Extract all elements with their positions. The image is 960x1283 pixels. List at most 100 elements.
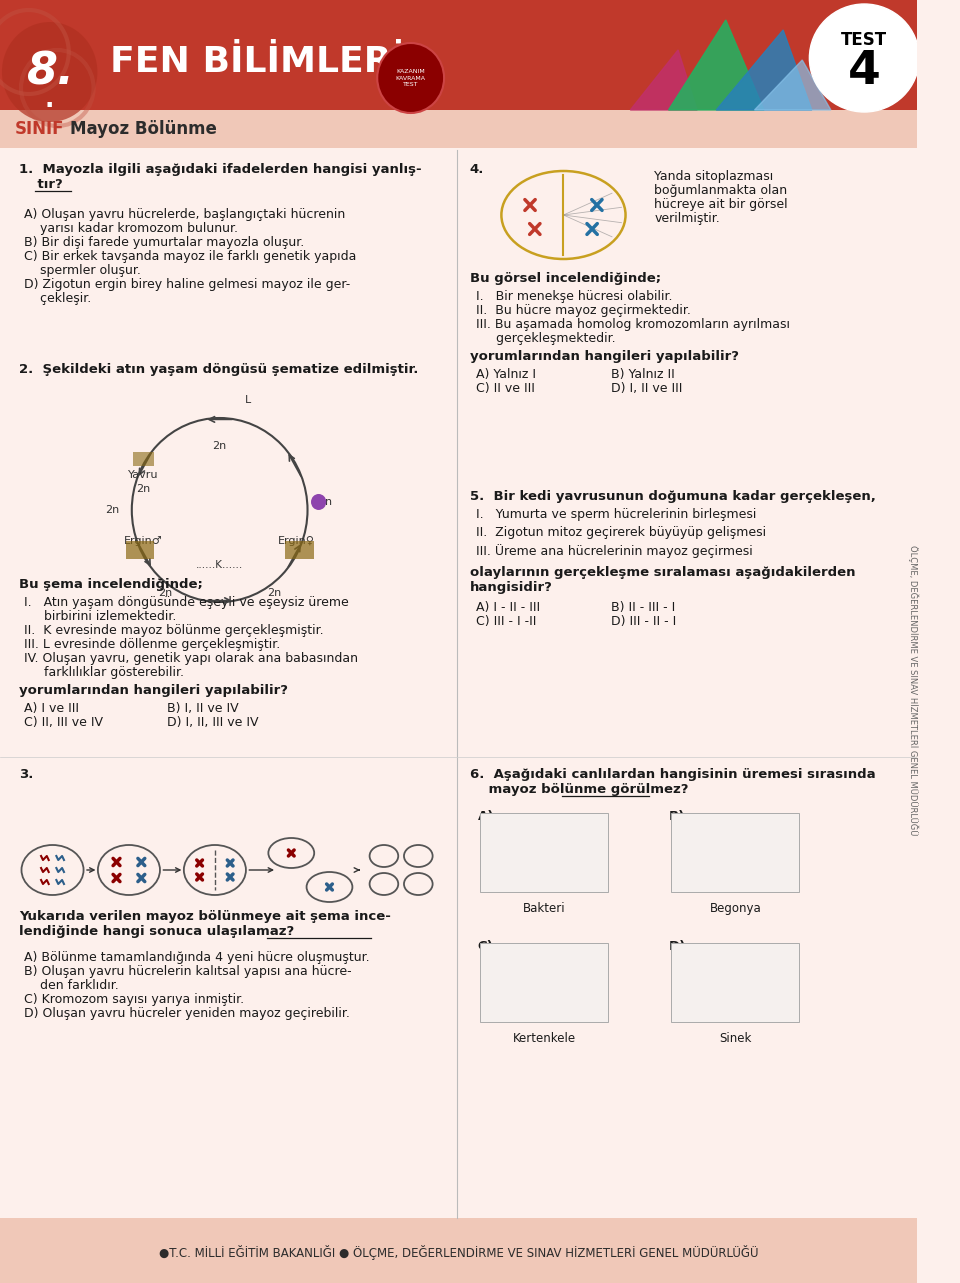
Text: Ergin♀: Ergin♀ <box>278 536 315 545</box>
Text: A) Yalnız I: A) Yalnız I <box>475 368 536 381</box>
Text: D) I, II ve III: D) I, II ve III <box>612 382 683 395</box>
Text: 2n: 2n <box>267 589 281 598</box>
Text: SINIF: SINIF <box>14 121 63 139</box>
Ellipse shape <box>809 4 920 112</box>
Text: C) III - I -II: C) III - I -II <box>475 615 536 627</box>
Text: IV. Oluşan yavru, genetik yapı olarak ana babasından: IV. Oluşan yavru, genetik yapı olarak an… <box>24 652 358 665</box>
Text: spermler oluşur.: spermler oluşur. <box>24 264 141 277</box>
Text: D) Oluşan yavru hücreler yeniden mayoz geçirebilir.: D) Oluşan yavru hücreler yeniden mayoz g… <box>24 1007 349 1020</box>
Text: yorumlarından hangileri yapılabilir?: yorumlarından hangileri yapılabilir? <box>19 684 288 697</box>
FancyBboxPatch shape <box>0 0 917 110</box>
Text: ●T.C. MİLLİ EĞİTİM BAKANLIĞI ● ÖLÇME, DEĞERLENDİRME VE SINAV HİZMETLERİ GENEL MÜ: ●T.C. MİLLİ EĞİTİM BAKANLIĞI ● ÖLÇME, DE… <box>158 1246 758 1260</box>
Circle shape <box>2 22 97 122</box>
Text: A) Oluşan yavru hücrelerde, başlangıçtaki hücrenin: A) Oluşan yavru hücrelerde, başlangıçtak… <box>24 208 346 221</box>
FancyBboxPatch shape <box>0 110 917 148</box>
Text: Begonya: Begonya <box>709 902 761 915</box>
Text: A) Bölünme tamamlandığında 4 yeni hücre oluşmuştur.: A) Bölünme tamamlandığında 4 yeni hücre … <box>24 951 370 964</box>
FancyBboxPatch shape <box>133 452 155 466</box>
Polygon shape <box>716 30 812 110</box>
Text: III. L evresinde döllenme gerçekleşmiştir.: III. L evresinde döllenme gerçekleşmişti… <box>24 638 280 650</box>
Text: I.   Yumurta ve sperm hücrelerinin birleşmesi: I. Yumurta ve sperm hücrelerinin birleşm… <box>475 508 756 521</box>
Text: FEN BİLİMLERİ: FEN BİLİMLERİ <box>110 45 405 80</box>
Text: B) Yalnız II: B) Yalnız II <box>612 368 675 381</box>
Polygon shape <box>755 60 830 110</box>
Text: TEST: TEST <box>841 31 887 49</box>
Text: n: n <box>324 497 332 507</box>
Text: ÖLÇME, DEĞERLENDİRME VE SINAV HİZMETLERİ GENEL MÜDÜRLÜĞÜ: ÖLÇME, DEĞERLENDİRME VE SINAV HİZMETLERİ… <box>908 545 919 835</box>
Text: Bu şema incelendiğinde;: Bu şema incelendiğinde; <box>19 579 203 591</box>
Text: 3.: 3. <box>19 769 34 781</box>
Text: II.  K evresinde mayoz bölünme gerçekleşmiştir.: II. K evresinde mayoz bölünme gerçekleşm… <box>24 624 324 636</box>
FancyBboxPatch shape <box>0 148 917 1218</box>
Text: B) Oluşan yavru hücrelerin kalıtsal yapısı ana hücre-: B) Oluşan yavru hücrelerin kalıtsal yapı… <box>24 965 351 978</box>
Text: I.   Bir menekşe hücresi olabilir.: I. Bir menekşe hücresi olabilir. <box>475 290 672 303</box>
Text: B) I, II ve IV: B) I, II ve IV <box>167 702 239 715</box>
Text: olaylarının gerçekleşme sıralaması aşağıdakilerden: olaylarının gerçekleşme sıralaması aşağı… <box>469 566 855 579</box>
Text: mayoz bölünme görülmez?: mayoz bölünme görülmez? <box>469 783 688 795</box>
Circle shape <box>377 44 444 113</box>
Text: B): B) <box>668 810 684 822</box>
Text: D) Zigotun ergin birey haline gelmesi mayoz ile ger-: D) Zigotun ergin birey haline gelmesi ma… <box>24 278 350 291</box>
Text: KAZANIM
KAVRAMA
TEST: KAZANIM KAVRAMA TEST <box>396 69 425 87</box>
Text: Kertenkele: Kertenkele <box>513 1032 576 1044</box>
Text: Bu görsel incelendiğinde;: Bu görsel incelendiğinde; <box>469 272 661 285</box>
Text: 2n: 2n <box>106 506 120 514</box>
Text: C) II ve III: C) II ve III <box>475 382 535 395</box>
Text: hücreye ait bir görsel: hücreye ait bir görsel <box>654 198 788 210</box>
Text: C) II, III ve IV: C) II, III ve IV <box>24 716 103 729</box>
Text: Yanda sitoplazması: Yanda sitoplazması <box>654 171 774 183</box>
Text: ......K......: ......K...... <box>196 561 243 570</box>
Text: verilmiştir.: verilmiştir. <box>654 212 720 225</box>
Text: 2n: 2n <box>212 440 227 450</box>
Text: 6.  Aşağıdaki canlılardan hangisinin üremesi sırasında: 6. Aşağıdaki canlılardan hangisinin ürem… <box>469 769 876 781</box>
Text: D) III - II - I: D) III - II - I <box>612 615 677 627</box>
Text: B) II - III - I: B) II - III - I <box>612 600 676 615</box>
Text: birbirini izlemektedir.: birbirini izlemektedir. <box>24 609 177 624</box>
FancyBboxPatch shape <box>0 1218 917 1283</box>
Text: A): A) <box>477 810 493 822</box>
Text: C) Kromozom sayısı yarıya inmiştir.: C) Kromozom sayısı yarıya inmiştir. <box>24 993 244 1006</box>
Text: Ergin♂: Ergin♂ <box>124 536 162 545</box>
Text: boğumlanmakta olan: boğumlanmakta olan <box>654 183 787 198</box>
Text: Yukarıda verilen mayoz bölünmeye ait şema ince-: Yukarıda verilen mayoz bölünmeye ait şem… <box>19 910 391 922</box>
Text: 4.: 4. <box>469 163 484 176</box>
Text: .: . <box>45 89 55 112</box>
Text: 2n: 2n <box>135 484 150 494</box>
Text: II.  Zigotun mitoz geçirerek büyüyüp gelişmesi: II. Zigotun mitoz geçirerek büyüyüp geli… <box>475 526 766 539</box>
Text: III. Bu aşamada homolog kromozomların ayrılması: III. Bu aşamada homolog kromozomların ay… <box>475 318 790 331</box>
Text: 1.  Mayozla ilgili aşağıdaki ifadelerden hangisi yanlış-: 1. Mayozla ilgili aşağıdaki ifadelerden … <box>19 163 421 176</box>
Text: C) Bir erkek tavşanda mayoz ile farklı genetik yapıda: C) Bir erkek tavşanda mayoz ile farklı g… <box>24 250 356 263</box>
Text: 4: 4 <box>848 50 880 95</box>
Text: 2.  Şekildeki atın yaşam döngüsü şematize edilmiştir.: 2. Şekildeki atın yaşam döngüsü şematize… <box>19 363 419 376</box>
Text: den farklıdır.: den farklıdır. <box>24 979 119 992</box>
FancyBboxPatch shape <box>480 943 609 1023</box>
Text: farklılıklar gösterebilir.: farklılıklar gösterebilir. <box>24 666 184 679</box>
Text: C): C) <box>477 940 493 953</box>
Text: D) I, II, III ve IV: D) I, II, III ve IV <box>167 716 258 729</box>
Text: lendiğinde hangi sonuca ulaşılamaz?: lendiğinde hangi sonuca ulaşılamaz? <box>19 925 295 938</box>
FancyBboxPatch shape <box>480 813 609 892</box>
Text: hangisidir?: hangisidir? <box>469 581 553 594</box>
Text: Yavru: Yavru <box>128 471 158 480</box>
Text: III. Üreme ana hücrelerinin mayoz geçirmesi: III. Üreme ana hücrelerinin mayoz geçirm… <box>475 544 753 558</box>
FancyBboxPatch shape <box>285 540 314 559</box>
Text: B) Bir dişi farede yumurtalar mayozla oluşur.: B) Bir dişi farede yumurtalar mayozla ol… <box>24 236 304 249</box>
Text: D): D) <box>668 940 685 953</box>
Polygon shape <box>668 21 764 110</box>
Text: Bakteri: Bakteri <box>523 902 565 915</box>
Text: yarısı kadar kromozom bulunur.: yarısı kadar kromozom bulunur. <box>24 222 238 235</box>
Text: I.   Atın yaşam döngüsünde eşeyli ve eşeysiz üreme: I. Atın yaşam döngüsünde eşeyli ve eşeys… <box>24 597 348 609</box>
FancyBboxPatch shape <box>671 943 800 1023</box>
Text: A) I ve III: A) I ve III <box>24 702 79 715</box>
Text: Mayoz Bölünme: Mayoz Bölünme <box>70 121 217 139</box>
FancyBboxPatch shape <box>671 813 800 892</box>
Text: A) I - II - III: A) I - II - III <box>475 600 540 615</box>
Text: 8.: 8. <box>26 50 74 94</box>
Text: çekleşir.: çekleşir. <box>24 293 91 305</box>
Text: yorumlarından hangileri yapılabilir?: yorumlarından hangileri yapılabilir? <box>469 350 739 363</box>
Circle shape <box>311 494 326 509</box>
Text: Sinek: Sinek <box>719 1032 752 1044</box>
Text: 2n: 2n <box>158 589 173 598</box>
Polygon shape <box>631 50 697 110</box>
Text: L: L <box>245 395 252 405</box>
